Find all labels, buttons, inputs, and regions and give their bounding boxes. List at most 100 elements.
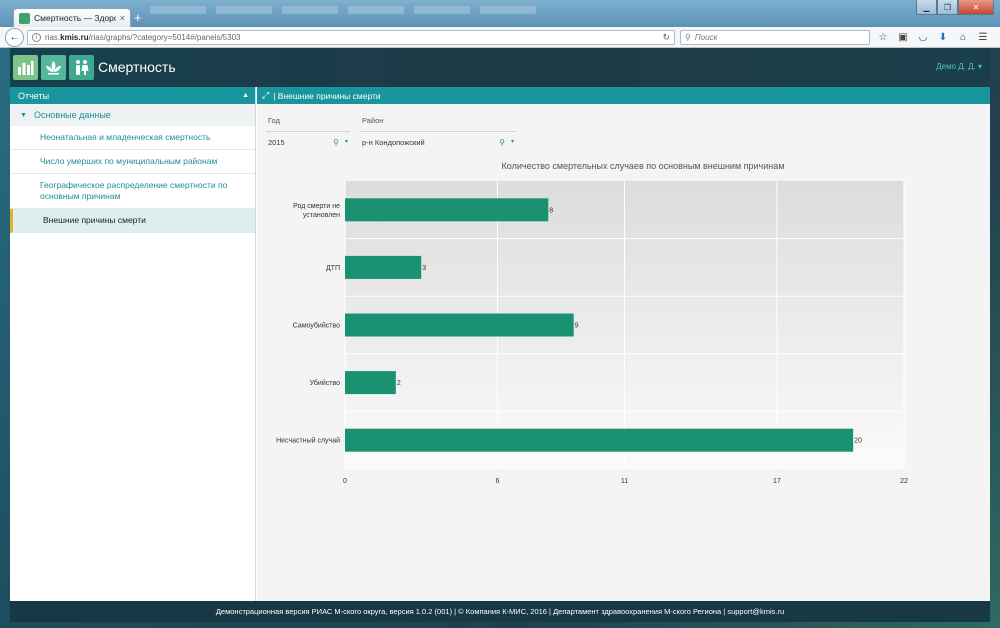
url-text[interactable]: rias.kmis.ru/rias/graphs/?category=5014#… <box>45 33 658 42</box>
download-icon[interactable]: ⬇ <box>938 31 948 43</box>
external-causes-bar-chart: Количество смертельных случаев по основн… <box>276 161 908 485</box>
user-menu[interactable]: Демо Д. Д. ▾ <box>936 62 982 71</box>
minimize-icon[interactable]: ▁ <box>916 0 937 15</box>
browser-search-box[interactable]: ⚲ <box>680 30 870 45</box>
tab-title: Смертность — Здоровье ... <box>34 13 116 23</box>
new-tab-button[interactable]: + <box>134 10 142 25</box>
category-label: установлен <box>303 212 340 219</box>
faded-bookmark <box>348 6 404 14</box>
dropdown-caret-icon[interactable]: ▾ <box>344 139 348 145</box>
content-panel: ⤢ | Внешние причины смерти Год 2015 ⚲ ▾ Р… <box>257 87 990 601</box>
tab-favicon-icon <box>19 12 30 24</box>
tab-close-icon[interactable]: × <box>119 13 125 23</box>
caret-down-icon: ▼ <box>20 111 27 119</box>
main-area: Отчеты ▲ ▼ Основные данные Неонатальная … <box>10 87 990 601</box>
pocket-icon[interactable]: ◡ <box>918 31 928 43</box>
bar <box>345 255 422 279</box>
sidebar-item-external-causes[interactable]: Внешние причины смерти <box>10 209 255 234</box>
browser-titlebar: Смертность — Здоровье ... × + ▁ ❐ ✕ <box>0 0 1000 27</box>
content-header: ⤢ | Внешние причины смерти <box>257 87 990 104</box>
sidebar-item-label: Географическое распределение смертности … <box>40 180 228 202</box>
sidebar-group-main-data[interactable]: ▼ Основные данные <box>10 104 255 126</box>
dropdown-caret-icon[interactable]: ▾ <box>510 139 514 145</box>
window-controls: ▁ ❐ ✕ <box>916 0 994 15</box>
info-icon[interactable]: i <box>32 33 41 42</box>
bar <box>345 428 854 452</box>
sidebar-group-label: Основные данные <box>33 110 111 120</box>
bar-value-label: 9 <box>575 323 579 330</box>
sidebar-item-geographic-distribution[interactable]: Географическое распределение смертности … <box>10 174 255 210</box>
caret-down-icon: ▾ <box>977 62 982 71</box>
bar-value-label: 8 <box>549 207 553 214</box>
bar-value-label: 20 <box>854 438 862 445</box>
search-icon: ⚲ <box>685 33 691 42</box>
bar-chart-logo-icon[interactable] <box>13 55 38 80</box>
bar <box>345 371 396 395</box>
sidebar-header[interactable]: Отчеты ▲ <box>10 87 255 104</box>
x-tick-label: 0 <box>343 478 347 485</box>
faded-bookmark <box>216 6 272 14</box>
faded-bookmark <box>282 6 338 14</box>
back-arrow-icon[interactable]: ← <box>5 28 24 47</box>
reading-list-icon[interactable]: ▣ <box>898 31 908 43</box>
content-title: | Внешние причины смерти <box>273 90 381 101</box>
sidebar-item-label: Внешние причины смерти <box>43 215 146 226</box>
year-filter: Год 2015 ⚲ ▾ <box>266 116 350 153</box>
collapse-caret-up-icon[interactable]: ▲ <box>242 92 249 99</box>
search-icon[interactable]: ⚲ <box>499 138 505 147</box>
year-value: 2015 <box>268 138 285 147</box>
browser-tab-active[interactable]: Смертность — Здоровье ... × <box>13 8 131 27</box>
bookmark-star-icon[interactable]: ☆ <box>878 31 888 43</box>
x-tick-label: 6 <box>496 478 500 485</box>
url-path: /rias/graphs/?category=5014#/panels/5303 <box>88 33 241 42</box>
lotus-logo-icon[interactable] <box>41 55 66 80</box>
x-tick-label: 22 <box>900 478 908 485</box>
chart-labels: 8 Род смерти не установлен 3 ДТП 9 Самоубийств… <box>276 203 862 445</box>
people-logo-icon[interactable] <box>69 55 94 80</box>
app-title: Смертность <box>98 59 176 75</box>
district-select[interactable]: р-н Кондопожский ⚲ ▾ <box>360 132 516 153</box>
bar <box>345 313 574 337</box>
faded-bookmark <box>480 6 536 14</box>
category-label: Несчастный случай <box>276 437 340 445</box>
sidebar-title: Отчеты <box>18 90 50 101</box>
close-window-icon[interactable]: ✕ <box>958 0 994 15</box>
menu-hamburger-icon[interactable]: ☰ <box>978 31 988 43</box>
url-prefix: rias. <box>45 33 61 42</box>
address-bar[interactable]: i rias.kmis.ru/rias/graphs/?category=501… <box>27 30 675 45</box>
browser-toolbar-icons: ☆ ▣ ◡ ⬇ ⌂ ☰ <box>876 30 990 44</box>
bar <box>345 198 549 222</box>
user-name: Демо Д. Д. <box>936 62 976 71</box>
chart-title: Количество смертельных случаев по основн… <box>502 161 785 171</box>
app-header: Смертность Демо Д. Д. ▾ <box>10 48 990 87</box>
bar-value-label: 2 <box>397 380 401 387</box>
footer-text: Демонстрационная версия РИАС М-ского окр… <box>215 607 785 616</box>
year-select[interactable]: 2015 ⚲ ▾ <box>266 132 350 153</box>
restore-icon[interactable]: ❐ <box>937 0 958 15</box>
district-filter: Район р-н Кондопожский ⚲ ▾ <box>360 116 516 153</box>
district-value: р-н Кондопожский <box>362 138 425 147</box>
bookmark-bar-faded <box>150 6 536 14</box>
app-footer: Демонстрационная версия РИАС М-ского окр… <box>10 601 990 622</box>
x-tick-label: 17 <box>773 478 781 485</box>
district-filter-label: Район <box>360 116 516 132</box>
faded-bookmark <box>150 6 206 14</box>
sidebar: Отчеты ▲ ▼ Основные данные Неонатальная … <box>10 87 256 601</box>
browser-search-input[interactable] <box>694 33 855 42</box>
browser-navbar: ← i rias.kmis.ru/rias/graphs/?category=5… <box>0 27 1000 48</box>
expand-arrows-icon[interactable]: ⤢ <box>262 90 270 100</box>
sidebar-item-deaths-by-district[interactable]: Число умерших по муниципальным районам <box>10 150 255 175</box>
category-label: Род смерти не <box>293 203 340 210</box>
chart-x-ticks: 0 6 11 17 22 <box>343 478 908 485</box>
reload-icon[interactable]: ↻ <box>662 32 670 42</box>
home-icon[interactable]: ⌂ <box>959 31 967 43</box>
sidebar-item-neonatal[interactable]: Неонатальная и младенческая смертность <box>10 126 255 151</box>
search-icon[interactable]: ⚲ <box>333 138 339 147</box>
url-host: kmis.ru <box>60 33 89 42</box>
bar-value-label: 3 <box>422 265 426 272</box>
sidebar-item-label: Число умерших по муниципальным районам <box>40 156 218 167</box>
app-window: Смертность Демо Д. Д. ▾ Отчеты ▲ ▼ Основ… <box>10 48 990 622</box>
sidebar-item-label: Неонатальная и младенческая смертность <box>40 132 211 142</box>
year-filter-label: Год <box>266 116 350 132</box>
x-tick-label: 11 <box>621 478 628 485</box>
